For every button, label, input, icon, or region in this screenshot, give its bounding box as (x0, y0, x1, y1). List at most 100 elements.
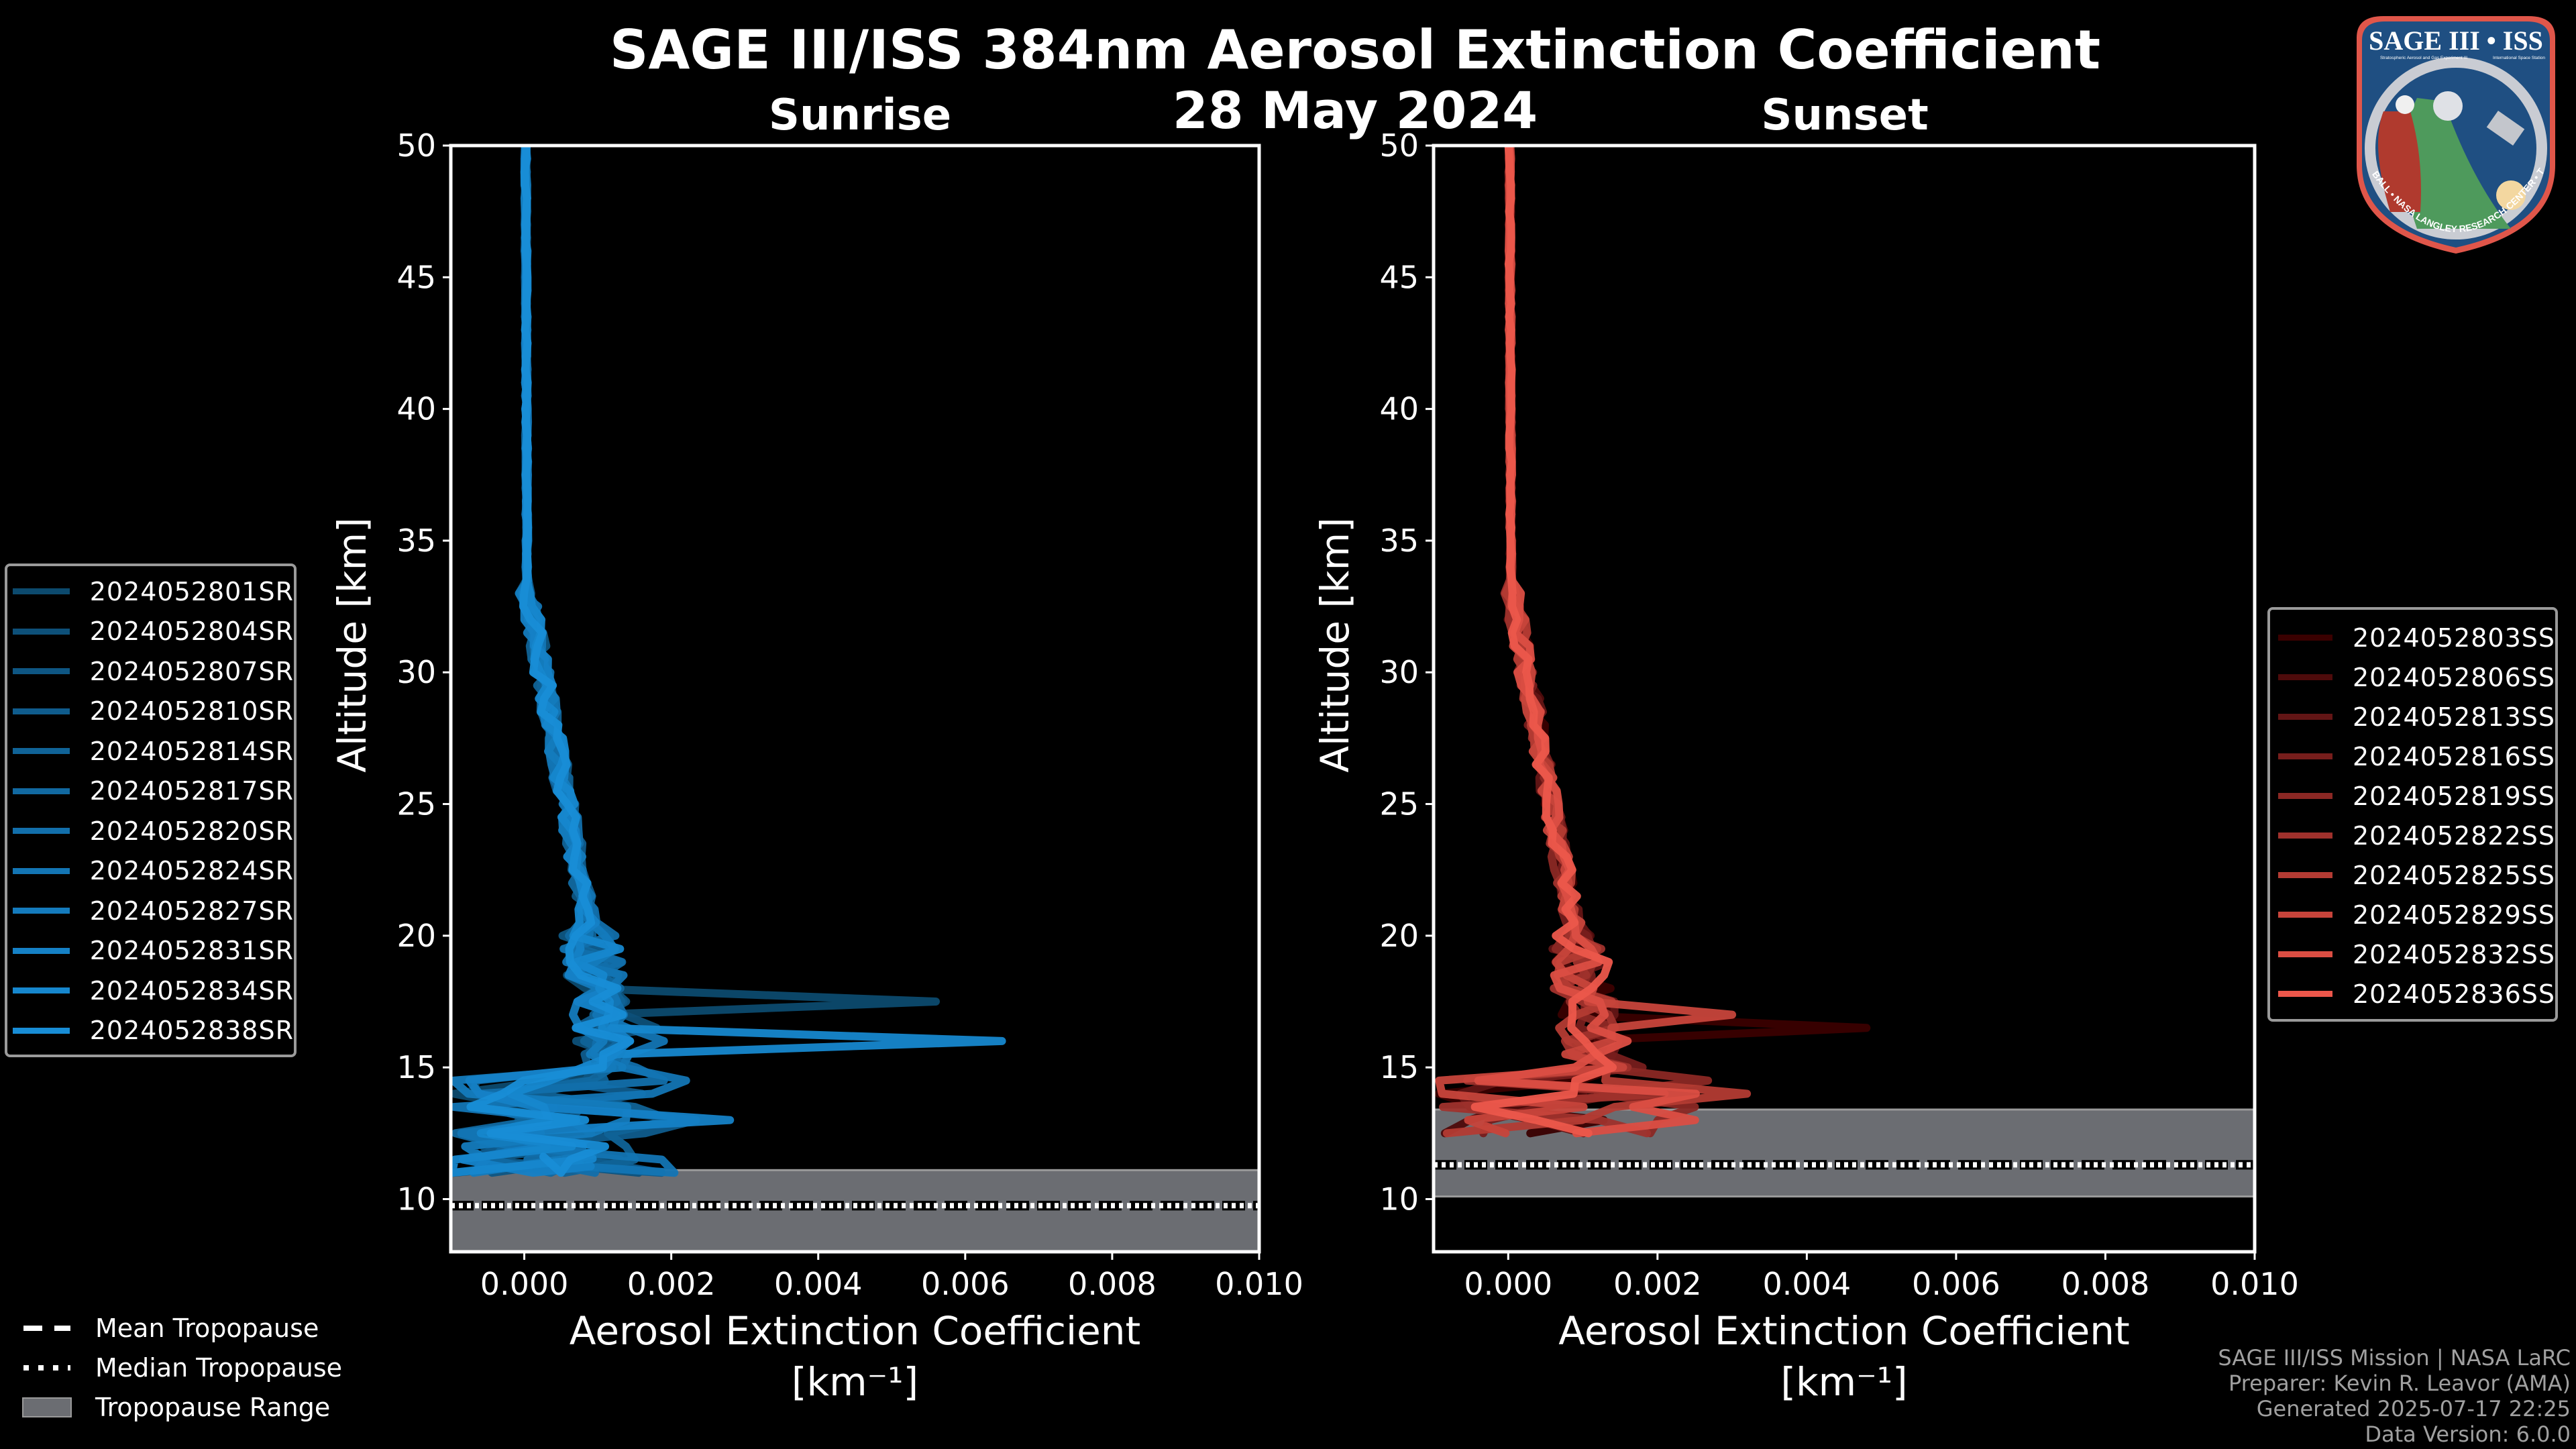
credit-line-mission: SAGE III/ISS Mission | NASA LaRC (2218, 1345, 2571, 1371)
plot-area (1434, 146, 2255, 1198)
x-tick-label: 0.008 (2061, 1266, 2150, 1302)
legend-swatch (13, 788, 70, 794)
legend-label: 2024052806SS (2352, 662, 2555, 692)
moon-icon (2433, 91, 2463, 121)
legend-swatch (13, 588, 70, 595)
legend-item: 2024052838SR (7, 1011, 294, 1051)
legend-swatch (2278, 991, 2332, 997)
legend-label: 2024052803SS (2352, 623, 2555, 653)
x-tick-label: 0.010 (2210, 1266, 2299, 1302)
sun-icon (2496, 180, 2526, 210)
legend-item: 2024052803SS (2270, 618, 2555, 657)
legend-sunset: 2024052803SS 2024052806SS 2024052813SS 2024… (2267, 607, 2558, 1022)
legend-item: 2024052814SR (7, 731, 294, 771)
legend-label: 2024052824SR (89, 856, 294, 886)
legend-label: 2024052804SR (89, 616, 294, 647)
earth-icon (2404, 98, 2511, 229)
y-tick-label: 30 (396, 654, 436, 690)
legend-item: 2024052806SS (2270, 657, 2555, 697)
legend-swatch (13, 987, 70, 994)
y-axis-label: Altitude [km] (329, 517, 375, 772)
wizard-head-icon (2396, 95, 2414, 114)
legend-item: 2024052824SR (7, 851, 294, 892)
legend-item: 2024052832SS (2270, 934, 2555, 974)
legend-item: 2024052834SR (7, 971, 294, 1011)
y-tick-label: 15 (1379, 1049, 1419, 1085)
legend-swatch (2278, 714, 2332, 720)
legend-label: Tropopause Range (95, 1392, 331, 1422)
legend-label: 2024052807SR (89, 656, 294, 686)
legend-swatch (13, 908, 70, 914)
legend-sunrise: 2024052801SR 2024052804SR 2024052807SR 2024… (5, 564, 297, 1057)
profile-line-2024052829SS (1435, 146, 1737, 1138)
legend-item: 2024052819SS (2270, 776, 2555, 816)
x-axis-units: [km⁻¹] (792, 1359, 918, 1405)
legend-swatch (13, 1027, 70, 1034)
panel-title-sunrise: Sunrise (768, 91, 952, 140)
y-tick-label: 10 (396, 1181, 436, 1217)
credit-line-preparer: Preparer: Kevin R. Leavor (AMA) (2228, 1371, 2571, 1396)
legend-swatch (13, 947, 70, 954)
y-tick-label: 40 (396, 391, 436, 427)
band-symbol (22, 1397, 72, 1417)
legend-swatch (2278, 674, 2332, 680)
legend-item-median-tropopause: Median Tropopause (20, 1348, 342, 1387)
x-tick-label: 0.008 (1068, 1266, 1157, 1302)
legend-swatch (13, 828, 70, 835)
y-tick-label: 25 (1379, 786, 1419, 822)
legend-swatch (2278, 793, 2332, 799)
dotted-line-symbol (23, 1364, 70, 1371)
legend-label: 2024052832SS (2352, 939, 2555, 969)
tropopause-range-band (451, 1169, 1259, 1252)
y-tick-label: 50 (396, 127, 436, 164)
axes-sunset: 10 15 20 25 30 35 40 45 50 0.000 0.002 0.004 0.006 0.… (1312, 127, 2299, 1405)
legend-item: 2024052816SS (2270, 737, 2555, 776)
legend-swatch (2278, 912, 2332, 918)
legend-label: 2024052813SS (2352, 702, 2555, 732)
y-tick-label: 35 (396, 523, 436, 559)
legend-item: 2024052822SS (2270, 816, 2555, 855)
credits: SAGE III/ISS Mission | NASA LaRC Prepare… (2218, 1345, 2571, 1447)
x-axis-units: [km⁻¹] (1780, 1359, 1907, 1405)
legend-item: 2024052829SS (2270, 895, 2555, 934)
y-tick-label: 20 (1379, 918, 1419, 954)
legend-swatch (13, 748, 70, 755)
y-tick-label: 30 (1379, 654, 1419, 690)
legend-item: 2024052810SR (7, 692, 294, 732)
legend-item: 2024052827SR (7, 891, 294, 931)
plot-area (451, 146, 1259, 1252)
credit-line-generated: Generated 2025-07-17 22:25 (2256, 1396, 2571, 1421)
x-tick-label: 0.006 (921, 1266, 1010, 1302)
legend-item: 2024052825SS (2270, 855, 2555, 895)
y-tick-label: 15 (396, 1049, 436, 1085)
legend-item: 2024052831SR (7, 931, 294, 971)
legend-swatch (2278, 951, 2332, 957)
chart-date: 28 May 2024 (1172, 80, 1538, 140)
legend-item: 2024052801SR (7, 572, 294, 612)
x-tick-label: 0.006 (1912, 1266, 2000, 1302)
x-tick-label: 0.004 (1763, 1266, 1851, 1302)
y-tick-label: 50 (1379, 127, 1419, 164)
profile-line-2024052838SR (466, 146, 635, 1177)
legend-item: 2024052820SR (7, 811, 294, 851)
legend-item: 2024052807SR (7, 651, 294, 692)
logo-subtitle-left: Stratospheric Aerosol and Gas Experiment… (2380, 56, 2467, 60)
legend-tropopause: Mean Tropopause Median Tropopause Tropop… (20, 1308, 342, 1427)
legend-item: 2024052804SR (7, 612, 294, 652)
legend-swatch (2278, 753, 2332, 759)
axes-frame (449, 144, 1261, 1254)
legend-label: 2024052801SR (89, 576, 294, 606)
profile-line-2024052804SR (470, 146, 661, 1177)
legend-swatch (2278, 635, 2332, 641)
legend-item-tropopause-range: Tropopause Range (20, 1387, 342, 1427)
x-tick-label: 0.000 (480, 1266, 569, 1302)
legend-item-mean-tropopause: Mean Tropopause (20, 1308, 342, 1348)
legend-label: 2024052838SR (89, 1016, 294, 1046)
legend-label: 2024052810SR (89, 696, 294, 727)
y-tick-label: 45 (1379, 259, 1419, 295)
profile-line-2024052822SS (1439, 146, 1669, 1138)
legend-swatch (13, 628, 70, 635)
logo-subtitle-right: International Space Station (2493, 56, 2545, 60)
x-tick-label: 0.000 (1464, 1266, 1552, 1302)
legend-label: 2024052814SR (89, 736, 294, 766)
